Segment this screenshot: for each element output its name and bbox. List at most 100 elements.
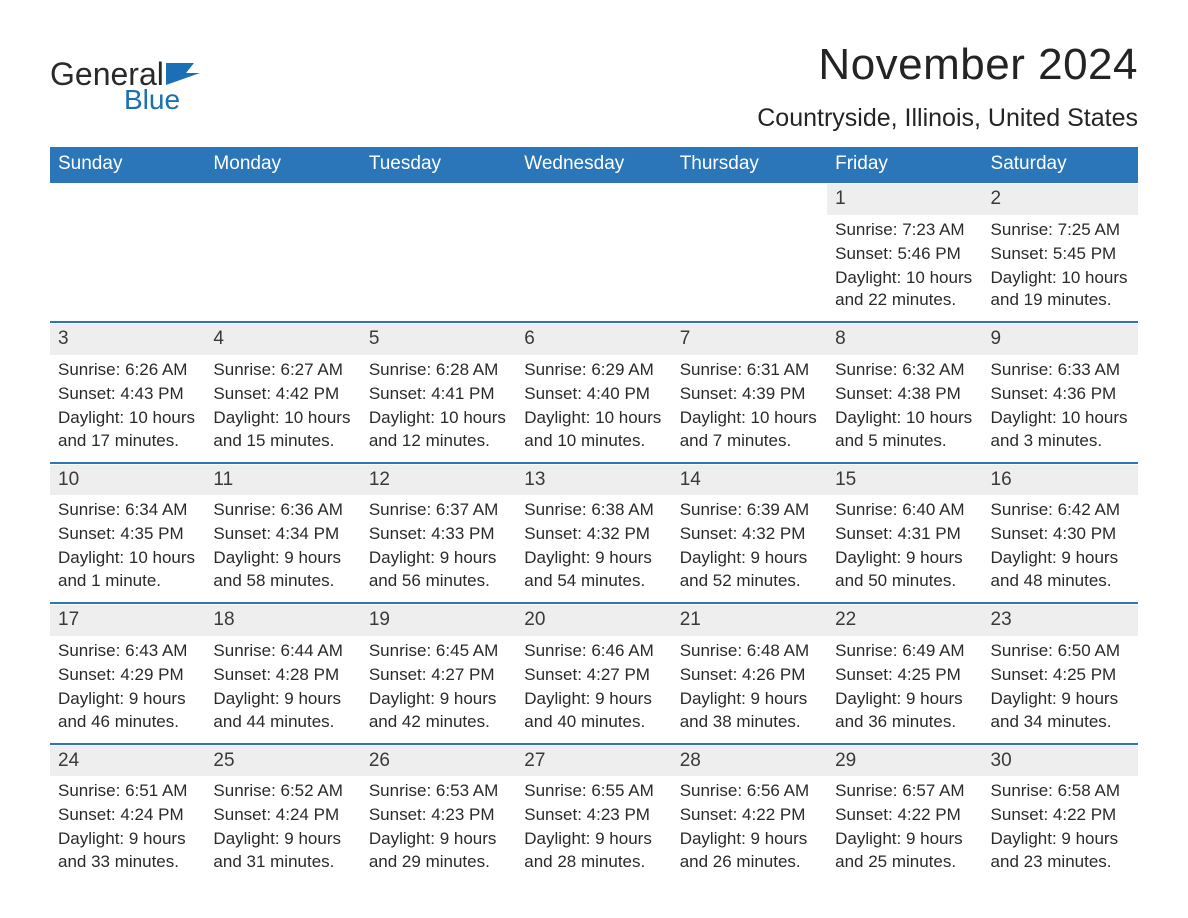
daylight-line: Daylight: 9 hours and 44 minutes. <box>213 688 352 734</box>
calendar-cell: 1Sunrise: 7:23 AMSunset: 5:46 PMDaylight… <box>827 182 982 322</box>
day-number: 28 <box>672 745 827 777</box>
sunrise-line: Sunrise: 6:40 AM <box>835 499 974 522</box>
daylight-line: Daylight: 9 hours and 26 minutes. <box>680 828 819 874</box>
daylight-line: Daylight: 10 hours and 22 minutes. <box>835 267 974 313</box>
daylight-line: Daylight: 9 hours and 52 minutes. <box>680 547 819 593</box>
sunset-line: Sunset: 4:23 PM <box>369 804 508 827</box>
day-body: Sunrise: 6:46 AMSunset: 4:27 PMDaylight:… <box>516 636 671 734</box>
day-body: Sunrise: 6:57 AMSunset: 4:22 PMDaylight:… <box>827 776 982 874</box>
day-body: Sunrise: 6:49 AMSunset: 4:25 PMDaylight:… <box>827 636 982 734</box>
calendar-cell: 18Sunrise: 6:44 AMSunset: 4:28 PMDayligh… <box>205 603 360 743</box>
sunset-line: Sunset: 5:46 PM <box>835 243 974 266</box>
daylight-line: Daylight: 9 hours and 25 minutes. <box>835 828 974 874</box>
day-number: 29 <box>827 745 982 777</box>
calendar-cell: 2Sunrise: 7:25 AMSunset: 5:45 PMDaylight… <box>983 182 1138 322</box>
sunrise-line: Sunrise: 6:46 AM <box>524 640 663 663</box>
sunset-line: Sunset: 4:30 PM <box>991 523 1130 546</box>
sunrise-line: Sunrise: 6:27 AM <box>213 359 352 382</box>
sunset-line: Sunset: 4:39 PM <box>680 383 819 406</box>
calendar-cell: 5Sunrise: 6:28 AMSunset: 4:41 PMDaylight… <box>361 322 516 462</box>
daylight-line: Daylight: 10 hours and 17 minutes. <box>58 407 197 453</box>
calendar-cell: 14Sunrise: 6:39 AMSunset: 4:32 PMDayligh… <box>672 463 827 603</box>
calendar-cell: 13Sunrise: 6:38 AMSunset: 4:32 PMDayligh… <box>516 463 671 603</box>
day-body: Sunrise: 6:43 AMSunset: 4:29 PMDaylight:… <box>50 636 205 734</box>
sunrise-line: Sunrise: 6:37 AM <box>369 499 508 522</box>
daylight-line: Daylight: 9 hours and 28 minutes. <box>524 828 663 874</box>
day-body: Sunrise: 7:23 AMSunset: 5:46 PMDaylight:… <box>827 215 982 313</box>
sunrise-line: Sunrise: 6:52 AM <box>213 780 352 803</box>
sunset-line: Sunset: 4:43 PM <box>58 383 197 406</box>
sunset-line: Sunset: 4:31 PM <box>835 523 974 546</box>
day-number: 9 <box>983 323 1138 355</box>
daylight-line: Daylight: 10 hours and 10 minutes. <box>524 407 663 453</box>
day-number: 14 <box>672 464 827 496</box>
day-number: 17 <box>50 604 205 636</box>
calendar-cell: 29Sunrise: 6:57 AMSunset: 4:22 PMDayligh… <box>827 744 982 883</box>
sunrise-line: Sunrise: 6:44 AM <box>213 640 352 663</box>
logo-word2: Blue <box>124 86 200 114</box>
daylight-line: Daylight: 9 hours and 42 minutes. <box>369 688 508 734</box>
day-number: 30 <box>983 745 1138 777</box>
sunset-line: Sunset: 4:40 PM <box>524 383 663 406</box>
weekday-header: Monday <box>205 147 360 182</box>
sunrise-line: Sunrise: 6:28 AM <box>369 359 508 382</box>
day-number: 26 <box>361 745 516 777</box>
day-body: Sunrise: 6:44 AMSunset: 4:28 PMDaylight:… <box>205 636 360 734</box>
day-body: Sunrise: 6:26 AMSunset: 4:43 PMDaylight:… <box>50 355 205 453</box>
sunrise-line: Sunrise: 6:55 AM <box>524 780 663 803</box>
sunset-line: Sunset: 4:34 PM <box>213 523 352 546</box>
day-number: 10 <box>50 464 205 496</box>
location-subtitle: Countryside, Illinois, United States <box>757 104 1138 133</box>
calendar-cell: 0 <box>516 182 671 322</box>
calendar-cell: 6Sunrise: 6:29 AMSunset: 4:40 PMDaylight… <box>516 322 671 462</box>
page-header: General Blue November 2024 Countryside, … <box>50 40 1138 133</box>
day-number: 4 <box>205 323 360 355</box>
day-body: Sunrise: 6:28 AMSunset: 4:41 PMDaylight:… <box>361 355 516 453</box>
day-number: 1 <box>827 183 982 215</box>
calendar-cell: 8Sunrise: 6:32 AMSunset: 4:38 PMDaylight… <box>827 322 982 462</box>
day-body: Sunrise: 6:52 AMSunset: 4:24 PMDaylight:… <box>205 776 360 874</box>
sunrise-line: Sunrise: 6:38 AM <box>524 499 663 522</box>
sunrise-line: Sunrise: 6:58 AM <box>991 780 1130 803</box>
calendar-cell: 26Sunrise: 6:53 AMSunset: 4:23 PMDayligh… <box>361 744 516 883</box>
day-body: Sunrise: 6:27 AMSunset: 4:42 PMDaylight:… <box>205 355 360 453</box>
daylight-line: Daylight: 10 hours and 12 minutes. <box>369 407 508 453</box>
sunrise-line: Sunrise: 6:33 AM <box>991 359 1130 382</box>
daylight-line: Daylight: 9 hours and 40 minutes. <box>524 688 663 734</box>
calendar-cell: 9Sunrise: 6:33 AMSunset: 4:36 PMDaylight… <box>983 322 1138 462</box>
sunset-line: Sunset: 4:24 PM <box>58 804 197 827</box>
day-number: 16 <box>983 464 1138 496</box>
day-body: Sunrise: 6:34 AMSunset: 4:35 PMDaylight:… <box>50 495 205 593</box>
day-number: 7 <box>672 323 827 355</box>
day-number: 8 <box>827 323 982 355</box>
calendar-cell: 24Sunrise: 6:51 AMSunset: 4:24 PMDayligh… <box>50 744 205 883</box>
calendar-week-row: 24Sunrise: 6:51 AMSunset: 4:24 PMDayligh… <box>50 744 1138 883</box>
day-body: Sunrise: 6:51 AMSunset: 4:24 PMDaylight:… <box>50 776 205 874</box>
day-number: 13 <box>516 464 671 496</box>
daylight-line: Daylight: 9 hours and 58 minutes. <box>213 547 352 593</box>
sunrise-line: Sunrise: 6:31 AM <box>680 359 819 382</box>
day-body: Sunrise: 6:55 AMSunset: 4:23 PMDaylight:… <box>516 776 671 874</box>
daylight-line: Daylight: 9 hours and 38 minutes. <box>680 688 819 734</box>
sunset-line: Sunset: 5:45 PM <box>991 243 1130 266</box>
sunrise-line: Sunrise: 7:23 AM <box>835 219 974 242</box>
sunset-line: Sunset: 4:23 PM <box>524 804 663 827</box>
sunrise-line: Sunrise: 6:50 AM <box>991 640 1130 663</box>
day-body: Sunrise: 6:50 AMSunset: 4:25 PMDaylight:… <box>983 636 1138 734</box>
daylight-line: Daylight: 9 hours and 31 minutes. <box>213 828 352 874</box>
day-body: Sunrise: 6:53 AMSunset: 4:23 PMDaylight:… <box>361 776 516 874</box>
sunset-line: Sunset: 4:24 PM <box>213 804 352 827</box>
weekday-header: Wednesday <box>516 147 671 182</box>
calendar-cell: 3Sunrise: 6:26 AMSunset: 4:43 PMDaylight… <box>50 322 205 462</box>
day-body: Sunrise: 6:36 AMSunset: 4:34 PMDaylight:… <box>205 495 360 593</box>
day-body: Sunrise: 6:58 AMSunset: 4:22 PMDaylight:… <box>983 776 1138 874</box>
sunrise-line: Sunrise: 6:49 AM <box>835 640 974 663</box>
sunset-line: Sunset: 4:27 PM <box>524 664 663 687</box>
month-title: November 2024 <box>757 40 1138 90</box>
day-number: 5 <box>361 323 516 355</box>
sunset-line: Sunset: 4:42 PM <box>213 383 352 406</box>
sunrise-line: Sunrise: 6:42 AM <box>991 499 1130 522</box>
daylight-line: Daylight: 9 hours and 54 minutes. <box>524 547 663 593</box>
calendar-cell: 22Sunrise: 6:49 AMSunset: 4:25 PMDayligh… <box>827 603 982 743</box>
daylight-line: Daylight: 9 hours and 48 minutes. <box>991 547 1130 593</box>
